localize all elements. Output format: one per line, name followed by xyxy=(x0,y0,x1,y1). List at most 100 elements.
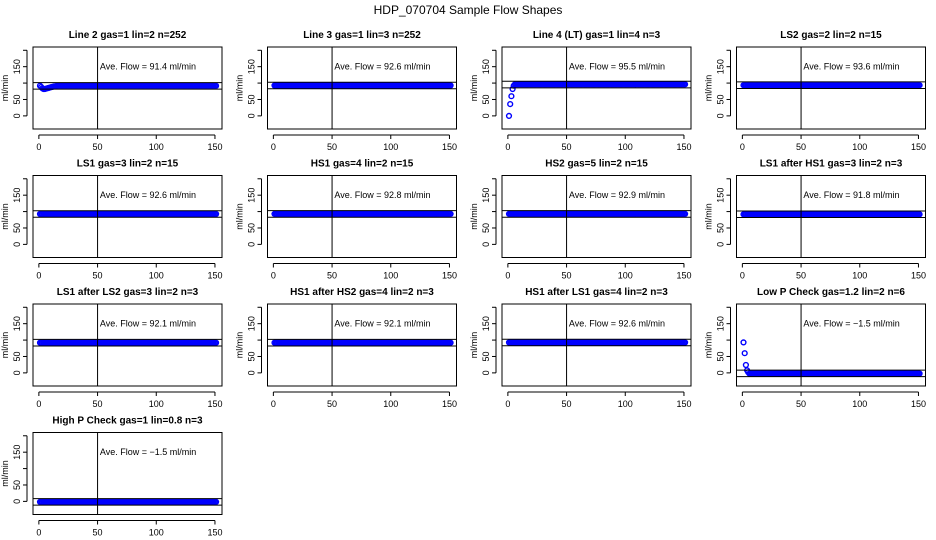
panel: LS2 gas=2 lin=2 n=15 Ave. Flow = 93.6 ml/… xyxy=(704,30,926,152)
plot-frame xyxy=(501,303,692,387)
x-tick-label: 150 xyxy=(207,528,222,538)
panel: Line 3 gas=1 lin=3 n=252 Ave. Flow = 92.6… xyxy=(235,30,457,152)
x-tick-label: 100 xyxy=(383,271,398,281)
y-tick-label: 150 xyxy=(12,445,22,460)
data-point xyxy=(740,339,747,346)
data-point xyxy=(916,370,923,377)
panel: Line 4 (LT) gas=1 lin=4 n=3 Ave. Flow = 9… xyxy=(469,30,692,152)
y-tick-label: 150 xyxy=(247,316,257,331)
average-flow-annotation: Ave. Flow = −1.5 ml/min xyxy=(100,447,196,457)
y-tick-label: 0 xyxy=(247,370,257,375)
panel-title: High P Check gas=1 lin=0.8 n=3 xyxy=(52,416,203,427)
y-tick-label: 50 xyxy=(481,351,491,361)
y-tick-label: 0 xyxy=(12,242,22,247)
y-tick-label: 50 xyxy=(716,94,726,104)
y-tick-label: 50 xyxy=(12,351,22,361)
average-flow-annotation: Ave. Flow = 92.6 ml/min xyxy=(569,319,665,329)
y-tick-label: 150 xyxy=(12,59,22,74)
data-point xyxy=(447,210,454,218)
data-points xyxy=(505,339,689,346)
x-tick-label: 150 xyxy=(442,399,457,409)
x-tick-label: 150 xyxy=(676,399,691,409)
panel-title: Line 2 gas=1 lin=2 n=252 xyxy=(69,30,187,41)
average-flow-annotation: Ave. Flow = 92.6 ml/min xyxy=(100,190,196,200)
data-points xyxy=(740,339,923,377)
panel-title: HS1 after HS2 gas=4 lin=2 n=3 xyxy=(290,287,434,298)
plot-frame xyxy=(267,303,457,387)
y-tick-label: 150 xyxy=(481,188,491,203)
y-tick-label: 0 xyxy=(12,370,22,375)
x-tick-label: 150 xyxy=(911,142,926,152)
plot-frame xyxy=(736,303,926,387)
x-tick-label: 0 xyxy=(36,399,41,409)
x-tick-label: 0 xyxy=(505,399,510,409)
data-point xyxy=(213,498,220,506)
data-point xyxy=(681,210,689,218)
data-point xyxy=(681,339,689,346)
panel-title: LS2 gas=2 lin=2 n=15 xyxy=(780,30,882,41)
panel: HS1 after HS2 gas=4 lin=2 n=3 Ave. Flow =… xyxy=(235,287,457,409)
y-tick-label: 50 xyxy=(716,223,726,233)
x-tick-label: 100 xyxy=(618,142,633,152)
x-tick-label: 150 xyxy=(911,399,926,409)
y-tick-label: 0 xyxy=(716,242,726,247)
panel-title: LS1 after LS2 gas=3 lin=2 n=3 xyxy=(57,287,199,298)
y-axis-label: ml/min xyxy=(235,332,245,359)
panel: LS1 gas=3 lin=2 n=15 Ave. Flow = 92.6 ml/… xyxy=(0,159,223,281)
y-axis-label: ml/min xyxy=(0,460,10,487)
x-tick-label: 100 xyxy=(852,271,867,281)
y-tick-label: 50 xyxy=(12,94,22,104)
data-point xyxy=(508,93,515,100)
data-point xyxy=(741,350,748,357)
average-flow-annotation: Ave. Flow = 92.6 ml/min xyxy=(334,62,430,72)
x-tick-label: 0 xyxy=(740,142,745,152)
x-tick-label: 150 xyxy=(442,142,457,152)
y-tick-label: 150 xyxy=(247,59,257,74)
plot-frame xyxy=(32,432,223,515)
panel-title: Line 3 gas=1 lin=3 n=252 xyxy=(303,30,421,41)
x-tick-label: 0 xyxy=(36,271,41,281)
panel: High P Check gas=1 lin=0.8 n=3 Ave. Flow … xyxy=(0,416,223,538)
panel-title: Line 4 (LT) gas=1 lin=4 n=3 xyxy=(533,30,661,41)
data-point xyxy=(509,85,516,93)
plot-frame xyxy=(736,175,926,258)
plot-frame xyxy=(501,175,692,258)
y-axis-label: ml/min xyxy=(235,75,245,102)
data-point xyxy=(916,82,923,89)
y-axis-label: ml/min xyxy=(704,332,714,359)
x-tick-label: 0 xyxy=(740,271,745,281)
y-tick-label: 50 xyxy=(481,223,491,233)
plot-frame xyxy=(32,303,223,387)
x-tick-label: 0 xyxy=(505,271,510,281)
x-tick-label: 50 xyxy=(327,271,337,281)
average-flow-annotation: Ave. Flow = 92.9 ml/min xyxy=(569,190,665,200)
x-tick-label: 150 xyxy=(207,399,222,409)
plot-frame xyxy=(267,175,457,258)
data-points xyxy=(271,339,454,346)
data-points xyxy=(271,210,454,218)
y-tick-label: 0 xyxy=(481,242,491,247)
y-tick-label: 150 xyxy=(716,188,726,203)
data-point xyxy=(213,210,220,218)
x-tick-label: 50 xyxy=(93,528,103,538)
y-tick-label: 150 xyxy=(481,59,491,74)
y-tick-label: 0 xyxy=(247,113,257,118)
y-tick-label: 0 xyxy=(12,113,22,118)
average-flow-annotation: Ave. Flow = 91.4 ml/min xyxy=(100,62,196,72)
average-flow-annotation: Ave. Flow = 92.8 ml/min xyxy=(334,190,430,200)
x-tick-label: 100 xyxy=(618,271,633,281)
panel-title: LS1 gas=3 lin=2 n=15 xyxy=(77,159,179,170)
data-point xyxy=(213,339,220,346)
data-points xyxy=(36,82,220,93)
y-axis-label: ml/min xyxy=(0,203,10,230)
y-tick-label: 50 xyxy=(247,94,257,104)
data-points xyxy=(36,498,220,506)
x-tick-label: 150 xyxy=(676,271,691,281)
x-tick-label: 150 xyxy=(207,142,222,152)
data-point xyxy=(447,339,454,346)
average-flow-annotation: Ave. Flow = 93.6 ml/min xyxy=(803,62,899,72)
x-tick-label: 0 xyxy=(505,142,510,152)
x-tick-label: 0 xyxy=(36,528,41,538)
panel-title: HS1 gas=4 lin=2 n=15 xyxy=(311,159,414,170)
